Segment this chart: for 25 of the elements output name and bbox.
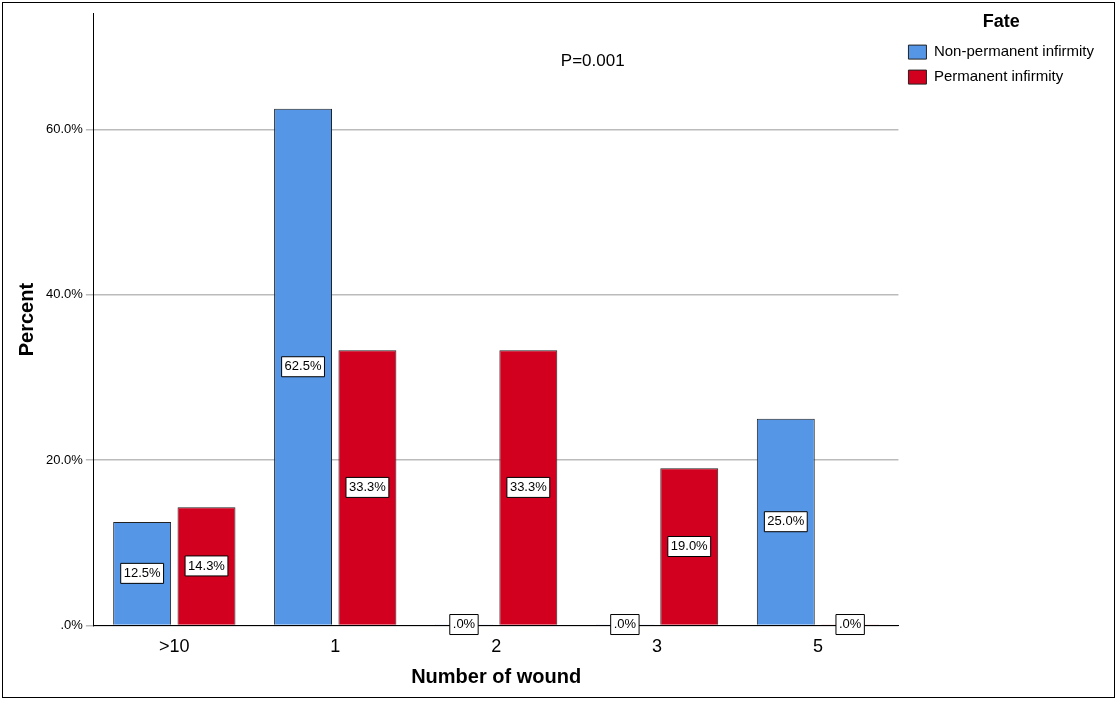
- y-tick-label: 60.0%: [45, 121, 84, 137]
- y-tick-label: .0%: [60, 616, 84, 632]
- data-label: 62.5%: [284, 358, 322, 374]
- data-label: 25.0%: [767, 513, 805, 529]
- data-label: 12.5%: [123, 564, 161, 580]
- data-label: .0%: [838, 616, 862, 632]
- y-tick-label: 40.0%: [45, 286, 84, 302]
- data-label: .0%: [452, 616, 476, 632]
- legend-title: Fate: [982, 10, 1020, 31]
- data-label: .0%: [613, 616, 637, 632]
- x-tick-label: >10: [159, 636, 190, 657]
- y-tick-label: 20.0%: [45, 451, 84, 467]
- x-tick-label: 2: [491, 636, 502, 657]
- y-axis-title: Percent: [14, 282, 37, 357]
- x-axis-title: Number of wound: [411, 664, 582, 687]
- data-label: 19.0%: [670, 538, 709, 554]
- x-tick-label: 1: [330, 636, 341, 657]
- data-label: 14.3%: [188, 557, 226, 573]
- legend-label: Non-permanent infirmity: [933, 42, 1095, 60]
- data-label: 33.3%: [509, 478, 548, 494]
- x-tick-label: 5: [812, 636, 823, 657]
- x-tick-label: 3: [652, 636, 663, 657]
- legend-label: Permanent infirmity: [933, 67, 1064, 85]
- data-label: 33.3%: [348, 478, 387, 494]
- annotation: P=0.001: [560, 51, 625, 71]
